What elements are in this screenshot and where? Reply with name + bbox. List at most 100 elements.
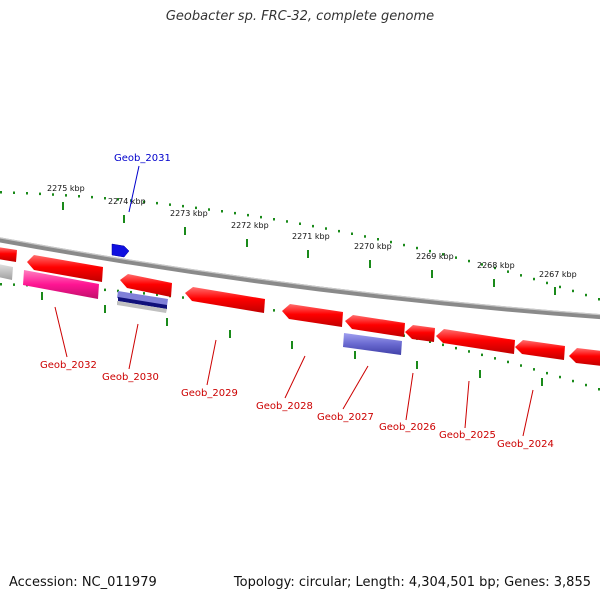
gene-label-geob-2027[interactable]: Geob_2027	[317, 412, 374, 423]
scale-dot	[598, 298, 600, 301]
scale-dot	[442, 343, 444, 347]
scale-dot	[208, 208, 210, 211]
forward-strand-genes	[111, 243, 130, 258]
gene-label-geob-2026[interactable]: Geob_2026	[379, 422, 436, 433]
scale-dot	[507, 360, 509, 364]
kbp-label: 2267 kbp	[539, 270, 577, 279]
scale-dot	[507, 270, 509, 273]
scale-dot	[403, 243, 405, 247]
scale-dot	[104, 197, 106, 200]
scale-dot	[91, 195, 93, 199]
scale-dot	[65, 194, 67, 197]
scale-dot	[247, 213, 249, 217]
gene-gray-left[interactable]	[0, 264, 13, 280]
scale-dot	[325, 227, 327, 230]
scale-dot	[585, 383, 587, 387]
scale-dot	[429, 249, 431, 253]
gene-left-edge[interactable]	[0, 247, 17, 262]
scale-dot	[572, 379, 574, 383]
scale-dot	[39, 192, 41, 196]
scale-dot	[130, 290, 132, 294]
scale-dot	[520, 274, 522, 277]
scale-dot	[364, 235, 366, 238]
scale-dot	[494, 357, 496, 360]
scale-dot	[598, 388, 600, 391]
kbp-label: 2273 kbp	[170, 209, 208, 218]
gene-geob-2024[interactable]	[515, 340, 565, 360]
scale-dot	[117, 198, 119, 201]
scale-dot	[312, 224, 314, 228]
gene-geob-2027[interactable]	[343, 333, 402, 355]
scale-dot	[13, 191, 15, 194]
reverse-strand-genes	[0, 247, 600, 366]
scale-dot	[273, 309, 275, 312]
kbp-label: 2269 kbp	[416, 252, 454, 261]
gene-geob-2033[interactable]	[27, 255, 103, 282]
kbp-tick-mark	[62, 202, 64, 210]
scale-dot	[273, 218, 275, 221]
scale-dot	[585, 293, 587, 297]
kbp-label: 2272 kbp	[231, 221, 269, 230]
gene-label-geob-2032[interactable]: Geob_2032	[40, 360, 97, 371]
map-title: Geobacter sp. FRC-32, complete genome	[165, 9, 435, 24]
scale-dot	[533, 368, 535, 371]
scale-dot	[0, 283, 2, 286]
scale-dot	[416, 246, 418, 250]
scale-dot	[546, 371, 548, 375]
scale-dot	[481, 353, 483, 357]
gene-geob-2030-red[interactable]	[120, 274, 172, 297]
scale-dot	[429, 340, 431, 343]
gene-label-geob-2025[interactable]: Geob_2025	[439, 430, 496, 441]
scale-dot	[481, 263, 483, 266]
scale-dot	[533, 277, 535, 281]
scale-dot	[260, 215, 262, 219]
accession-text: Accession: NC_011979	[9, 575, 157, 590]
scale-dot	[572, 289, 574, 293]
gene-geob-2031[interactable]	[111, 243, 130, 258]
gene-geob-2030[interactable]	[117, 291, 168, 306]
scale-dot	[156, 293, 158, 296]
gene-label-geob-2024[interactable]: Geob_2024	[497, 439, 554, 450]
genome-info-text: Topology: circular; Length: 4,304,501 bp…	[233, 575, 591, 590]
gene-label-geob-2029[interactable]: Geob_2029	[181, 388, 238, 399]
scale-dot	[377, 238, 379, 241]
scale-dot	[195, 206, 197, 210]
inner-scale-ring	[0, 283, 600, 391]
scale-dot	[182, 204, 184, 208]
kbp-tick-mark	[369, 260, 371, 268]
scale-dot	[494, 266, 496, 270]
gene-geob-2028[interactable]	[282, 304, 343, 327]
scale-dot	[390, 240, 392, 244]
scale-dot	[0, 191, 2, 194]
gene-label-geob-2031[interactable]: Geob_2031	[114, 153, 171, 164]
kbp-tick-mark	[307, 250, 309, 258]
scale-dot	[13, 283, 15, 286]
scale-dot	[169, 203, 171, 206]
outer-scale-ring	[0, 191, 600, 301]
scale-dot	[351, 232, 353, 235]
kbp-label: 2270 kbp	[354, 242, 392, 251]
kbp-tick-mark	[123, 215, 125, 223]
gene-geob-2025[interactable]	[436, 329, 515, 354]
scale-dot	[117, 289, 119, 293]
gene-geob-2029[interactable]	[185, 287, 265, 313]
kbp-tick-mark	[554, 287, 556, 295]
gene-geob-2032[interactable]	[23, 270, 99, 299]
gene-geob-2027-red[interactable]	[345, 315, 405, 337]
scale-dot	[234, 211, 236, 215]
gene-geob-2026[interactable]	[405, 325, 435, 342]
kbp-tick-mark	[493, 279, 495, 287]
gene-right-edge[interactable]	[569, 348, 600, 366]
label-leaders	[54, 165, 534, 437]
kbp-label: 2271 kbp	[292, 232, 330, 241]
scale-dot	[143, 292, 145, 295]
gene-label-geob-2028[interactable]: Geob_2028	[256, 401, 313, 412]
gene-label-geob-2030[interactable]: Geob_2030	[102, 372, 159, 383]
scale-dot	[299, 222, 301, 225]
scale-dot	[520, 364, 522, 367]
scale-dot	[182, 296, 184, 299]
kbp-label: 2268 kbp	[477, 261, 515, 270]
kbp-tick-mark	[184, 227, 186, 235]
scale-dot	[286, 220, 288, 223]
scale-dot	[52, 193, 54, 196]
